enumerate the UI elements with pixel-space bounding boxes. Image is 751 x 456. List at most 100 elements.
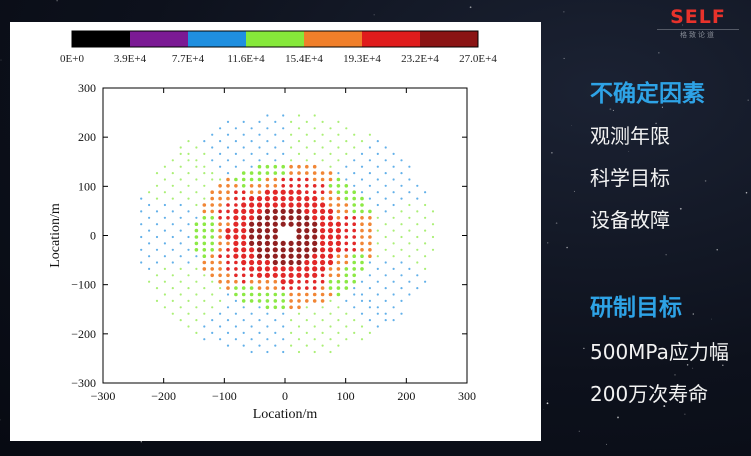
data-point	[360, 203, 364, 207]
data-point	[148, 267, 151, 270]
data-point	[211, 133, 214, 136]
data-point	[234, 260, 238, 265]
y-tick-label: −100	[71, 278, 96, 292]
data-point	[431, 248, 435, 251]
data-point	[352, 216, 357, 220]
data-point	[327, 228, 334, 234]
data-point	[219, 127, 222, 130]
data-point	[234, 325, 237, 328]
data-point	[265, 299, 270, 303]
data-point	[304, 202, 310, 208]
data-point	[290, 120, 293, 123]
data-point	[312, 259, 318, 266]
data-point	[272, 189, 278, 195]
data-point	[352, 222, 357, 226]
data-point	[241, 299, 246, 303]
data-point	[313, 114, 316, 117]
data-point	[179, 267, 182, 270]
data-point	[187, 248, 190, 251]
data-point	[312, 184, 317, 188]
data-point	[360, 140, 364, 143]
data-point	[344, 196, 349, 201]
data-point	[305, 306, 308, 309]
data-point	[226, 248, 230, 252]
data-point	[179, 178, 182, 181]
data-point	[368, 299, 371, 302]
data-point	[312, 253, 318, 259]
data-point	[179, 306, 182, 309]
data-point	[416, 287, 419, 290]
data-point	[218, 216, 222, 220]
data-point	[352, 190, 357, 194]
data-point	[360, 338, 364, 341]
data-point	[320, 177, 325, 182]
data-point	[195, 331, 198, 334]
data-point	[296, 208, 302, 214]
data-point	[250, 140, 253, 143]
data-point	[218, 184, 222, 188]
data-point	[297, 299, 301, 303]
data-point	[345, 152, 348, 155]
data-point	[179, 152, 182, 155]
star	[710, 318, 712, 320]
data-point	[194, 222, 199, 226]
data-point	[360, 191, 364, 194]
data-point	[408, 178, 411, 181]
data-point	[320, 208, 326, 214]
data-point	[241, 259, 247, 266]
data-point	[408, 280, 411, 283]
star	[563, 57, 565, 59]
data-point	[234, 127, 237, 130]
data-point	[321, 319, 324, 322]
data-point	[305, 133, 308, 136]
data-point	[202, 248, 207, 252]
data-point	[312, 234, 318, 240]
data-point	[249, 196, 255, 202]
data-point	[376, 165, 379, 168]
data-point	[148, 229, 151, 232]
data-point	[179, 229, 182, 232]
data-point	[179, 319, 182, 322]
data-point	[264, 202, 270, 208]
data-point	[171, 299, 174, 302]
data-point	[296, 272, 302, 278]
data-point	[328, 286, 333, 290]
data-point	[345, 165, 348, 168]
data-point	[368, 254, 372, 258]
data-point	[241, 286, 246, 290]
data-points	[140, 114, 435, 354]
data-point	[171, 210, 174, 213]
data-point	[352, 241, 357, 246]
data-point	[296, 259, 302, 266]
data-point	[305, 164, 309, 169]
star	[617, 416, 619, 419]
data-point	[264, 221, 270, 227]
data-point	[345, 338, 348, 341]
data-point	[360, 228, 364, 233]
data-point	[312, 171, 317, 175]
data-point	[304, 247, 310, 253]
star	[747, 99, 749, 102]
data-point	[305, 159, 308, 162]
data-point	[249, 202, 255, 208]
data-point	[280, 259, 286, 266]
data-point	[352, 196, 357, 201]
data-point	[171, 287, 174, 290]
data-point	[241, 215, 247, 221]
data-point	[241, 196, 246, 201]
data-point	[187, 299, 190, 302]
data-point	[241, 267, 246, 271]
data-point	[320, 202, 326, 208]
data-point	[368, 274, 371, 277]
data-point	[327, 240, 334, 246]
data-point	[163, 178, 166, 181]
data-point	[211, 178, 214, 181]
data-point	[344, 267, 349, 271]
data-point	[353, 293, 356, 296]
data-point	[203, 312, 206, 315]
data-point	[226, 293, 230, 296]
data-point	[234, 190, 238, 194]
data-point	[242, 159, 245, 162]
data-point	[305, 319, 308, 322]
data-point	[288, 279, 294, 285]
